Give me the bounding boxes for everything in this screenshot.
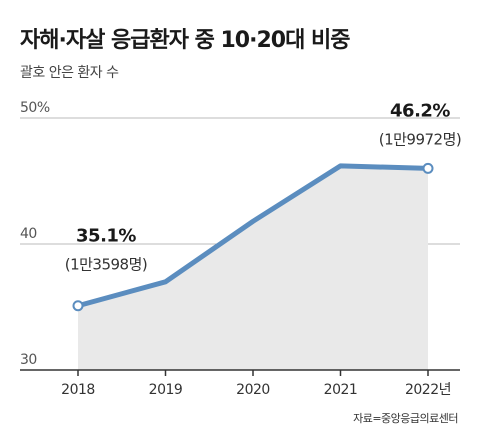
- annotations-layer: 35.1% (1만3598명) 46.2% (1만9972명): [65, 100, 462, 273]
- x-tick-label-2019: 2019: [149, 382, 183, 398]
- x-tick-label-2021: 2021: [324, 382, 358, 398]
- y-tick-label-50: 50%: [20, 100, 50, 116]
- x-tick-label-2018: 2018: [61, 382, 95, 398]
- source-note: 자료=중앙응급의료센터: [353, 412, 458, 425]
- y-tick-label-40: 40: [20, 226, 37, 242]
- x-tick-label-2020: 2020: [236, 382, 270, 398]
- chart-subtitle: 괄호 안은 환자 수: [20, 65, 119, 81]
- annotation-value-2022: 46.2%: [390, 100, 450, 121]
- data-point-2018: [72, 300, 84, 312]
- annotation-value-2018: 35.1%: [76, 226, 136, 247]
- annotation-count-2018: (1만3598명): [65, 256, 148, 274]
- points-layer: [72, 162, 434, 312]
- area-fill: [78, 165, 428, 370]
- chart-title: 자해·자살 응급환자 중 10·20대 비중: [20, 28, 350, 53]
- annotation-count-2022: (1만9972명): [379, 130, 462, 148]
- x-axis-ticks: 2018 2019 2020 2021 2022년: [61, 370, 452, 398]
- data-point-2022: [422, 162, 434, 174]
- series-line: [77, 163, 429, 309]
- y-tick-label-30: 30: [20, 352, 37, 368]
- y-axis-labels: 30 40 50%: [20, 100, 50, 368]
- x-tick-label-2022: 2022년: [405, 382, 451, 398]
